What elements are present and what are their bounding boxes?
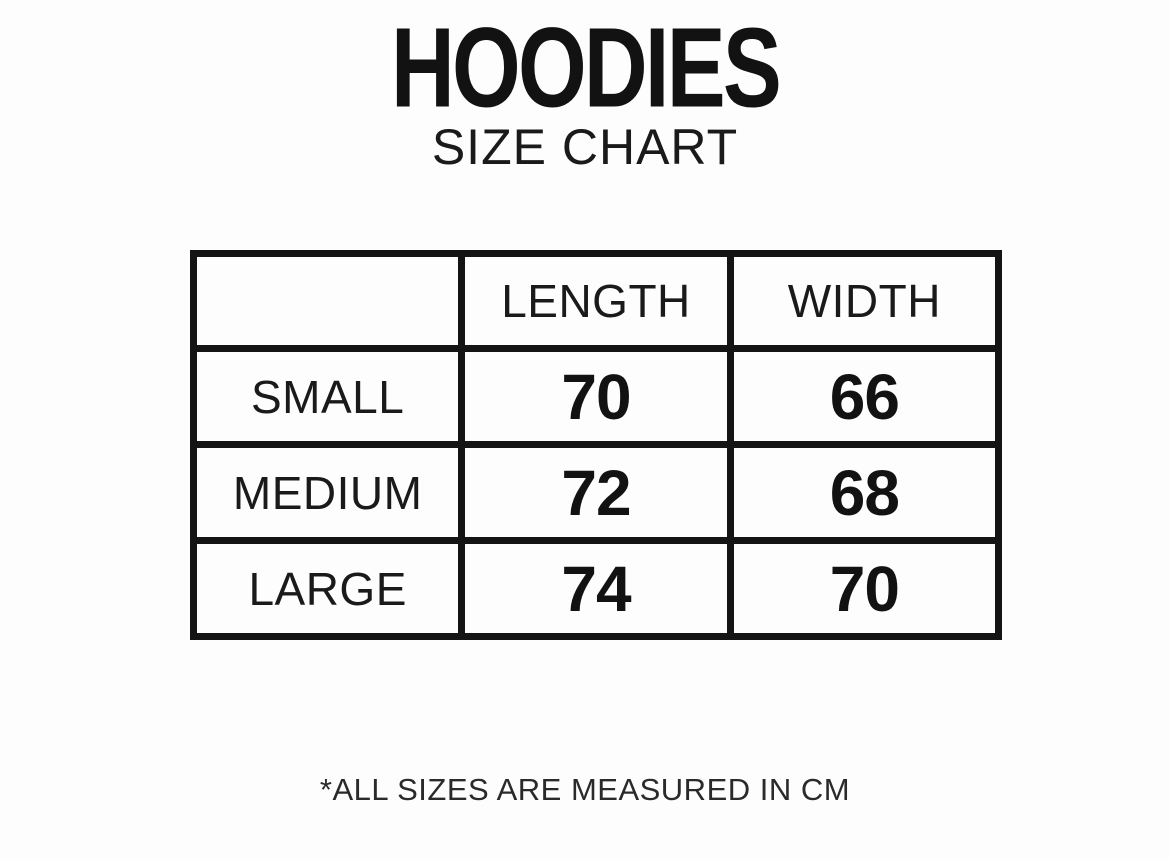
table-row-small: SMALL 70 66 [189,345,1003,448]
column-header-width: WIDTH [726,250,1003,352]
page-subtitle: SIZE CHART [431,119,739,175]
length-value: 72 [458,441,734,544]
footnote: *ALL SIZES ARE MEASURED IN CM [319,772,851,807]
size-table-body: SMALL 70 66 MEDIUM 72 68 LARGE 74 70 [189,345,1003,640]
page-title: HOODIES [390,4,782,132]
size-table-header: LENGTH WIDTH [189,250,1003,352]
table-row-medium: MEDIUM 72 68 [189,441,1003,544]
size-label: MEDIUM [189,441,466,544]
size-label: LARGE [189,537,466,640]
corner-cell [189,250,466,352]
width-value: 68 [726,441,1003,544]
column-header-length: LENGTH [458,250,734,352]
length-value: 74 [458,537,734,640]
header-row: LENGTH WIDTH [189,250,1003,352]
width-value: 70 [726,537,1003,640]
table-row-large: LARGE 74 70 [189,537,1003,640]
length-value: 70 [458,345,734,448]
width-value: 66 [726,345,1003,448]
size-label: SMALL [189,345,466,448]
size-table: LENGTH WIDTH SMALL 70 66 MEDIUM 72 68 LA… [189,250,1003,640]
